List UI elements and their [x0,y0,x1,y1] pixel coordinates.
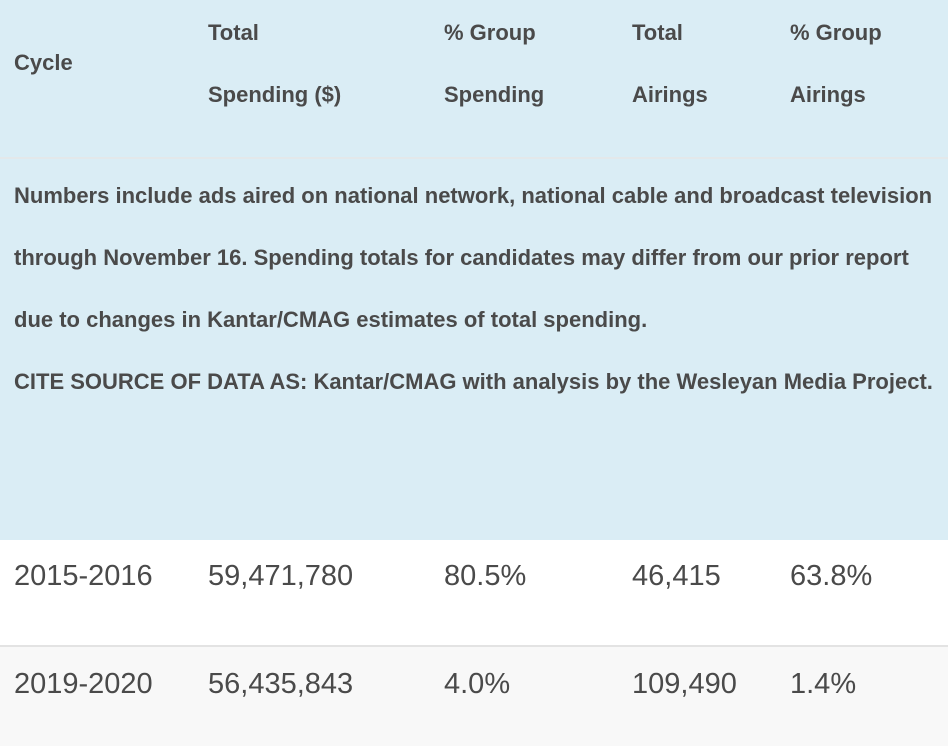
note-citation: CITE SOURCE OF DATA AS: Kantar/CMAG with… [14,369,933,394]
cell-total-airings: 109,490 [632,668,737,700]
cell-group-airings: 1.4% [790,668,857,700]
header-total-spending-line2: Spending ($) [208,82,342,107]
cell-group-airings: 63.8% [790,560,873,592]
header-total-airings: Total Airings [632,2,708,126]
header-total-airings-line2: Airings [632,82,708,107]
header-cycle: Cycle [14,32,73,94]
cell-cycle: 2019-2020 [14,668,153,700]
table-note: Numbers include ads aired on national ne… [0,159,948,540]
header-cycle-label: Cycle [14,50,73,75]
header-group-spending-line2: Spending [444,82,545,107]
header-group-spending: % Group Spending [444,2,544,126]
header-total-spending-line1: Total [208,20,259,45]
header-group-airings-line1: % Group [790,20,882,45]
cell-cycle: 2015-2016 [14,560,153,592]
cell-group-spending: 4.0% [444,668,511,700]
header-group-airings-line2: Airings [790,82,866,107]
note-line-1: Numbers include ads aired on national ne… [14,183,933,208]
header-total-airings-line1: Total [632,20,683,45]
cell-total-spending: 59,471,780 [208,560,354,592]
table-header: Cycle Total Spending ($) % Group Spendin… [0,0,948,159]
table-row: 2019-2020 56,435,843 4.0% 109,490 1.4% [0,647,948,746]
cell-group-spending: 80.5% [444,560,527,592]
note-line-3: due to changes in Kantar/CMAG estimates … [14,307,648,332]
header-group-airings: % Group Airings [790,2,882,126]
cell-total-airings: 46,415 [632,560,721,592]
header-group-spending-line1: % Group [444,20,536,45]
cell-total-spending: 56,435,843 [208,668,354,700]
header-total-spending: Total Spending ($) [208,2,341,126]
note-line-2: through November 16. Spending totals for… [14,245,909,270]
table-row: 2015-2016 59,471,780 80.5% 46,415 63.8% [0,540,948,647]
